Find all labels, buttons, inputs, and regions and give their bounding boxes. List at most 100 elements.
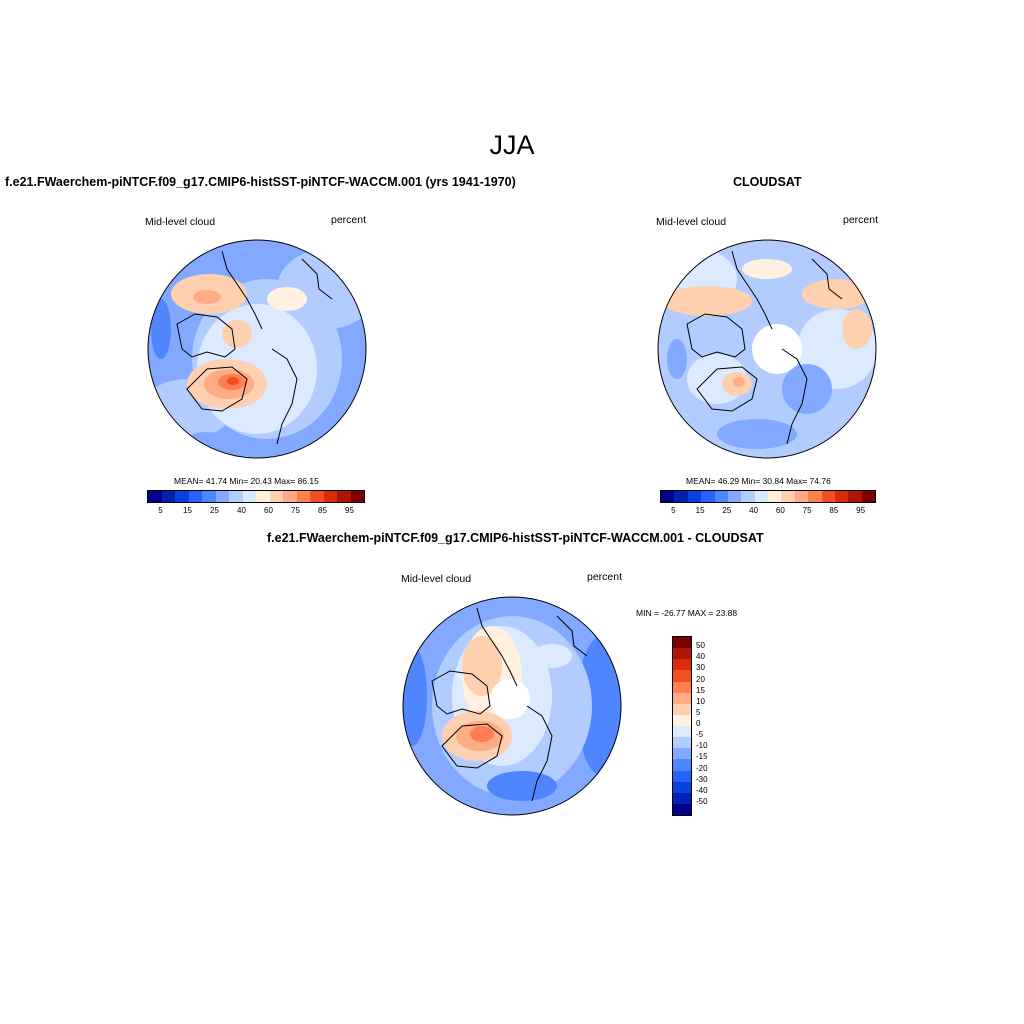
colorbar-swatch: [673, 637, 691, 649]
obs-coastlines: [666, 250, 843, 445]
colorbar-swatch: [768, 491, 782, 502]
obs-map-border: [657, 239, 877, 459]
colorbar-tick-label: 85: [318, 506, 327, 515]
colorbar-tick-label: 60: [264, 506, 273, 515]
diff-stats: MIN = -26.77 MAX = 23.88: [636, 608, 738, 618]
model-variable-label: Mid-level cloud: [145, 216, 216, 228]
colorbar-tick-label: -50: [696, 796, 708, 806]
colorbar-swatch: [242, 491, 256, 502]
colorbar-swatch: [296, 491, 310, 502]
colorbar-swatch: [794, 491, 809, 502]
diff-variable-label: Mid-level cloud: [401, 573, 472, 585]
colorbar-tick-label: 95: [856, 506, 866, 515]
colorbar-swatch: [202, 491, 216, 502]
colorbar-swatch: [834, 491, 849, 502]
colorbar-swatch: [714, 491, 728, 502]
colorbar-swatch: [848, 491, 862, 502]
colorbar-tick-label: 15: [183, 506, 192, 515]
colorbar-swatch: [754, 491, 768, 502]
diff-coastlines: [411, 607, 588, 802]
colorbar-swatch: [673, 726, 691, 738]
colorbar-tick-label: 5: [696, 707, 701, 717]
colorbar-tick-label: 95: [345, 506, 354, 515]
model-stats: MEAN= 41.74 Min= 20.43 Max= 86.15: [174, 476, 319, 486]
obs-panel-title: CLOUDSAT: [733, 175, 802, 189]
colorbar-swatch: [808, 491, 822, 502]
colorbar-tick-label: 75: [291, 506, 300, 515]
colorbar-swatch: [673, 759, 691, 771]
colorbar-swatch: [673, 792, 691, 804]
colorbar-tick-label: 85: [829, 506, 839, 515]
colorbar-tick-label: 50: [696, 641, 705, 651]
colorbar-swatch: [310, 491, 324, 502]
obs-stats: MEAN= 46.29 Min= 30.84 Max= 74.76: [686, 476, 831, 486]
diff-colorbar-ticks: 50 40 30 20 15 10 5 0 -5 -10 -15 -20 -30 -40 -50: [696, 636, 736, 814]
colorbar-tick-label: 10: [696, 696, 705, 706]
colorbar-swatch: [861, 491, 875, 502]
colorbar-tick-label: 25: [210, 506, 219, 515]
colorbar-tick-label: -10: [696, 741, 708, 751]
colorbar-swatch: [741, 491, 755, 502]
diff-polar-data-gap: [490, 679, 530, 719]
colorbar-tick-label: -5: [696, 730, 704, 740]
colorbar-swatch: [175, 491, 189, 502]
colorbar-tick-label: 20: [696, 674, 705, 684]
colorbar-swatch: [673, 781, 691, 793]
colorbar-tick-label: -15: [696, 752, 708, 762]
colorbar-swatch: [687, 491, 702, 502]
figure-title: JJA: [489, 130, 535, 160]
colorbar-tick-label: 0: [696, 719, 701, 728]
diff-map-border: [402, 596, 622, 816]
obs-polar-map: [657, 239, 877, 459]
model-units-label: percent: [331, 214, 367, 226]
colorbar-swatch: [673, 770, 691, 782]
colorbar-tick-label: 75: [802, 506, 812, 515]
obs-variable-label: Mid-level cloud: [656, 216, 727, 228]
colorbar-swatch: [727, 491, 742, 502]
colorbar-swatch: [673, 748, 691, 760]
colorbar-swatch: [821, 491, 835, 502]
obs-units-label: percent: [843, 214, 879, 226]
colorbar-swatch: [323, 491, 337, 502]
obs-warm-anomaly-north: [662, 286, 752, 316]
colorbar-swatch: [701, 491, 715, 502]
diff-panel-title: f.e21.FWaerchem-piNTCF.f09_g17.CMIP6-his…: [267, 531, 764, 545]
colorbar-tick-label: 60: [775, 506, 785, 515]
colorbar-swatch: [673, 703, 691, 715]
colorbar-tick-label: 40: [749, 506, 759, 515]
model-polar-map: [147, 239, 367, 459]
diff-polar-map: [402, 596, 622, 816]
colorbar-swatch: [674, 491, 688, 502]
colorbar-swatch: [781, 491, 795, 502]
colorbar-swatch: [673, 681, 691, 693]
colorbar-swatch: [283, 491, 297, 502]
colorbar-tick-label: 25: [722, 506, 732, 515]
model-colorbar: [147, 490, 365, 503]
colorbar-tick-label: 40: [696, 652, 705, 662]
colorbar-swatch: [350, 491, 364, 502]
colorbar-swatch: [256, 491, 270, 502]
obs-colorbar: [660, 490, 876, 503]
colorbar-swatch: [161, 491, 175, 502]
model-map-border: [147, 239, 367, 459]
colorbar-swatch: [337, 491, 351, 502]
colorbar-swatch: [673, 803, 691, 815]
colorbar-swatch: [673, 714, 691, 726]
colorbar-tick-label: 40: [237, 506, 246, 515]
colorbar-tick-label: -20: [696, 763, 708, 773]
colorbar-swatch: [188, 491, 202, 502]
colorbar-swatch: [148, 491, 162, 502]
colorbar-swatch: [673, 659, 691, 671]
colorbar-swatch: [661, 491, 675, 502]
colorbar-tick-label: -40: [696, 785, 708, 795]
obs-colorbar-ticks: 5 15 25 40 60 75 85 95: [660, 506, 874, 518]
colorbar-swatch: [673, 737, 691, 749]
model-colorbar-ticks: 5 15 25 40 60 75 85 95: [147, 506, 363, 518]
colorbar-swatch: [673, 670, 691, 682]
colorbar-swatch: [229, 491, 243, 502]
colorbar-tick-label: -30: [696, 774, 708, 784]
colorbar-swatch: [215, 491, 229, 502]
diff-colorbar: [672, 636, 692, 816]
obs-polar-data-gap: [752, 324, 802, 374]
colorbar-tick-label: 30: [696, 663, 705, 673]
